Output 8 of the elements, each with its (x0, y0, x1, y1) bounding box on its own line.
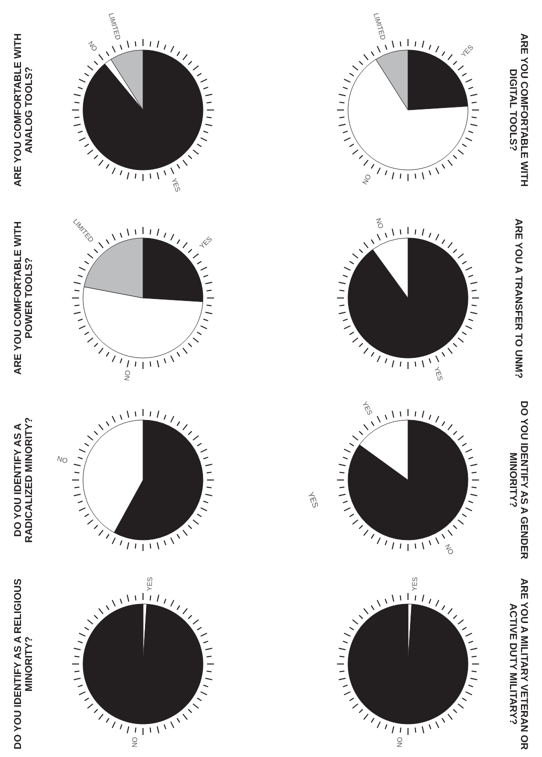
text: ARE YOU A MILITARY VETERAN OR ACTIVE DUTY MILITARY? (507, 577, 529, 752)
text: DO YOU IDENTIFY AS A RELIGIOUS MINORITY? (13, 578, 35, 752)
text: ARE YOU COMFORTABLE WITH ANALOG TOOLS? (13, 32, 35, 189)
text: DO YOU IDENTIFY AS A RADICALIZED MINORITY? (13, 416, 35, 545)
text: ARE YOU A TRANSFER TO UNM? (512, 216, 524, 380)
text: ARE YOU COMFORTABLE WITH DIGITAL TOOLS? (507, 32, 529, 189)
text: DO YOU IDENTIFY AS A GENDER MINORITY? (507, 400, 529, 562)
text: ARE YOU COMFORTABLE WITH POWER TOOLS? (13, 220, 35, 377)
